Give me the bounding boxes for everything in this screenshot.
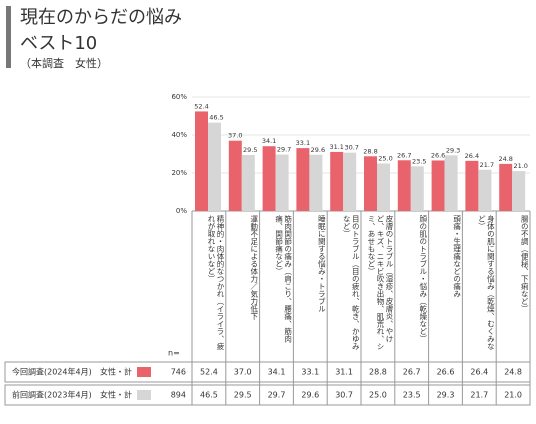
n-label: n= xyxy=(168,349,180,358)
bar xyxy=(499,163,513,211)
table-cell: 25.0 xyxy=(369,391,387,400)
table-cell: 52.4 xyxy=(200,368,218,377)
table-cell: 26.4 xyxy=(470,368,488,377)
bar xyxy=(377,163,390,211)
value-label: 21.0 xyxy=(513,162,527,170)
value-label: 26.4 xyxy=(465,152,479,160)
bar xyxy=(478,169,492,211)
category-label: 皮膚のトラブル（湿疹、皮膚炎、やけど、キズ、ニキビ吹き出物、肌荒れ、シミ、あせも… xyxy=(367,215,394,350)
value-label: 46.5 xyxy=(209,114,223,122)
row-label: 前回調査(2023年4月) xyxy=(12,390,92,400)
value-label: 25.0 xyxy=(378,155,392,163)
category-label-box: 睡眠に関する悩み・トラブル xyxy=(317,215,327,313)
bar xyxy=(208,122,221,211)
value-label: 23.5 xyxy=(412,157,426,165)
bar xyxy=(431,160,445,211)
table-cell: 28.8 xyxy=(369,368,387,377)
y-tick-label: 60% xyxy=(171,93,187,101)
bar xyxy=(195,111,208,211)
table-cell: 26.6 xyxy=(437,368,455,377)
table-cell: 37.0 xyxy=(234,368,252,377)
table-cell: 33.1 xyxy=(301,368,319,377)
value-label: 29.7 xyxy=(277,146,291,154)
value-label: 28.8 xyxy=(363,147,377,155)
value-label: 26.6 xyxy=(431,151,445,159)
value-label: 37.0 xyxy=(228,132,242,140)
y-tick-label: 40% xyxy=(171,131,187,139)
category-label-box: 腸の不調（便秘、下痢など） xyxy=(520,215,529,313)
category-label: 腸の不調（便秘、下痢など） xyxy=(520,215,529,313)
value-label: 34.1 xyxy=(262,137,276,145)
table-cell: 46.5 xyxy=(200,391,218,400)
bar xyxy=(512,171,526,211)
bar xyxy=(296,148,310,211)
table-cell: 24.8 xyxy=(504,368,522,377)
category-label: 頭痛・生理痛などの痛み xyxy=(452,215,462,298)
bar xyxy=(241,154,255,211)
row-label: 今回調査(2024年4月) xyxy=(12,367,92,377)
category-label: 精神的・肉体的なつかれ（イライラ、疲れが取れないなど） xyxy=(207,215,225,350)
bar xyxy=(410,166,424,211)
y-tick-label: 20% xyxy=(171,169,187,177)
category-label-box: 身体の肌に関する悩み（乾燥、むくみなど） xyxy=(477,215,496,350)
table-cell: 30.7 xyxy=(335,391,353,400)
value-label: 52.4 xyxy=(194,102,208,110)
bar xyxy=(309,154,323,211)
row-n: 746 xyxy=(171,368,186,377)
bar xyxy=(343,152,357,211)
value-label: 29.3 xyxy=(446,146,460,154)
table-cell: 21.0 xyxy=(504,391,522,400)
table-cell: 26.7 xyxy=(403,368,421,377)
value-label: 33.1 xyxy=(296,139,310,147)
table-cell: 29.6 xyxy=(301,391,319,400)
value-label: 29.5 xyxy=(243,146,257,154)
category-label: 睡眠に関する悩み・トラブル xyxy=(317,215,327,313)
title-bar xyxy=(6,6,11,68)
subtitle: ベスト10 xyxy=(20,33,97,54)
bar xyxy=(444,155,458,211)
category-label-box: 皮膚のトラブル（湿疹、皮膚炎、やけど、キズ、ニキビ吹き出物、肌荒れ、シミ、あせも… xyxy=(367,215,394,350)
category-label-box: 筋肉関節の痛み（肩こり、腰痛、筋肉痛、関節痛など） xyxy=(274,215,293,343)
table-cell: 23.5 xyxy=(403,391,421,400)
table-cell: 21.7 xyxy=(470,391,488,400)
category-label: 顔の肌のトラブル・悩み（乾燥など） xyxy=(418,215,428,343)
row-n: 894 xyxy=(171,391,186,400)
category-label-box: 精神的・肉体的なつかれ（イライラ、疲れが取れないなど） xyxy=(207,215,225,350)
value-label: 29.6 xyxy=(311,146,325,154)
bar xyxy=(397,160,411,211)
category-label: 運動不足による体力／気力低下 xyxy=(249,215,259,320)
row-segment: 女性・計 xyxy=(100,390,132,400)
value-label: 24.8 xyxy=(498,155,512,163)
category-label: 身体の肌に関する悩み（乾燥、むくみなど） xyxy=(477,215,496,350)
y-tick-label: 0% xyxy=(176,207,187,215)
table-cell: 31.1 xyxy=(335,368,353,377)
title: 現在のからだの悩み xyxy=(20,7,182,28)
table-cell: 29.7 xyxy=(268,391,286,400)
table-cell: 29.5 xyxy=(234,391,252,400)
value-label: 30.7 xyxy=(344,144,358,152)
table-cell: 34.1 xyxy=(268,368,286,377)
category-label-box: 頭痛・生理痛などの痛み xyxy=(452,215,462,298)
value-label: 31.1 xyxy=(329,143,343,151)
category-label: 目のトラブル（目の疲れ、乾き、かゆみなど） xyxy=(342,215,360,350)
bar xyxy=(364,156,377,211)
category-label-box: 顔の肌のトラブル・悩み（乾燥など） xyxy=(418,215,428,343)
category-label-box: 運動不足による体力／気力低下 xyxy=(249,215,259,320)
value-label: 21.7 xyxy=(480,161,494,169)
value-label: 26.7 xyxy=(397,151,411,159)
table-cell: 29.3 xyxy=(437,391,455,400)
category-label: 筋肉関節の痛み（肩こり、腰痛、筋肉痛、関節痛など） xyxy=(274,215,293,343)
legend-swatch xyxy=(137,367,151,377)
note: （本調査 女性） xyxy=(20,56,108,70)
legend-swatch xyxy=(137,390,151,400)
bar xyxy=(465,160,479,211)
row-segment: 女性・計 xyxy=(100,367,132,377)
bar xyxy=(275,154,289,211)
category-label-box: 目のトラブル（目の疲れ、乾き、かゆみなど） xyxy=(342,215,360,350)
bar xyxy=(262,146,276,211)
bar xyxy=(228,140,242,211)
bar xyxy=(330,151,344,211)
